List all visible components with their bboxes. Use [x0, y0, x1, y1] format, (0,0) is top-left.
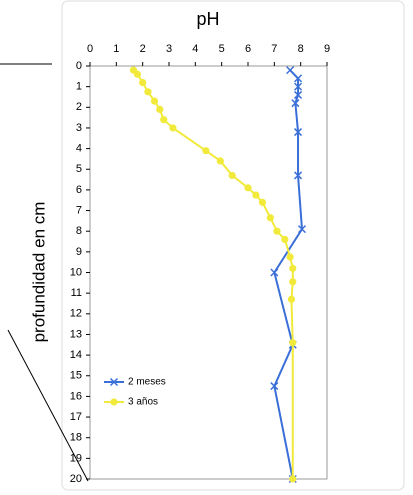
legend-label: 2 meses: [128, 377, 166, 388]
point: [150, 97, 159, 105]
plot-area: [89, 65, 328, 480]
y-tick-label: 20: [70, 473, 82, 485]
point: [289, 339, 297, 347]
point: [294, 82, 303, 91]
point: [294, 90, 303, 99]
y-tick-label: 7: [76, 204, 82, 216]
point: [252, 191, 260, 199]
x-tick-label: 8: [298, 43, 304, 55]
point: [294, 171, 303, 180]
point: [289, 475, 297, 483]
point: [110, 398, 118, 406]
y-tick-label: 13: [70, 328, 82, 340]
point: [286, 253, 294, 261]
point: [244, 184, 252, 192]
x-tick-label: 3: [166, 43, 172, 55]
y-tick-label: 4: [76, 143, 82, 155]
point: [156, 105, 164, 113]
point: [160, 116, 168, 124]
point: [270, 382, 279, 391]
y-tick-label: 16: [70, 390, 82, 402]
point: [287, 295, 296, 303]
x-tick-label: 9: [324, 43, 330, 55]
connector-line: [7, 329, 89, 482]
point: [139, 78, 147, 87]
legend-label: 3 años: [128, 397, 158, 408]
frame: [61, 0, 405, 491]
x-tick-label: 6: [245, 43, 251, 55]
point: [297, 225, 307, 234]
y-tick-label: 8: [76, 225, 82, 237]
y-tick-label: 9: [76, 246, 82, 258]
series-line: [273, 69, 304, 480]
point: [289, 264, 297, 272]
point: [133, 70, 141, 78]
y-axis-label: profundidad en cm: [29, 202, 48, 343]
x-tick-label: 0: [87, 43, 93, 55]
y-tick-label: 10: [70, 266, 82, 278]
point: [202, 147, 210, 155]
y-tick-label: 17: [70, 411, 82, 423]
point: [291, 99, 300, 108]
point: [258, 198, 267, 206]
y-tick-label: 12: [70, 308, 82, 320]
point: [266, 214, 274, 222]
chart-title: pH: [196, 9, 219, 29]
point: [270, 268, 279, 277]
x-tick-label: 1: [113, 43, 119, 55]
x-tick-label: 5: [219, 43, 225, 55]
point: [294, 128, 303, 137]
y-tick-label: 0: [76, 60, 82, 72]
point: [273, 227, 281, 235]
y-tick-label: 1: [76, 81, 82, 93]
point: [216, 157, 224, 165]
y-tick-label: 2: [76, 101, 82, 113]
y-tick-label: 14: [70, 349, 82, 361]
y-tick-label: 3: [76, 122, 82, 134]
y-tick-label: 19: [70, 452, 82, 464]
x-tick-label: 7: [271, 43, 277, 55]
point: [281, 235, 289, 244]
y-tick-label: 5: [76, 163, 82, 175]
point: [294, 74, 303, 83]
point: [144, 88, 152, 96]
y-tick-label: 6: [76, 184, 82, 196]
y-tick-label: 11: [71, 287, 82, 299]
y-tick-label: 15: [70, 370, 82, 382]
point: [228, 171, 236, 180]
point: [286, 66, 295, 75]
point: [109, 377, 119, 387]
point: [289, 278, 297, 286]
y-tick-label: 18: [70, 432, 82, 444]
x-tick-label: 2: [140, 43, 146, 55]
x-tick-label: 4: [192, 43, 198, 55]
point: [169, 124, 177, 132]
